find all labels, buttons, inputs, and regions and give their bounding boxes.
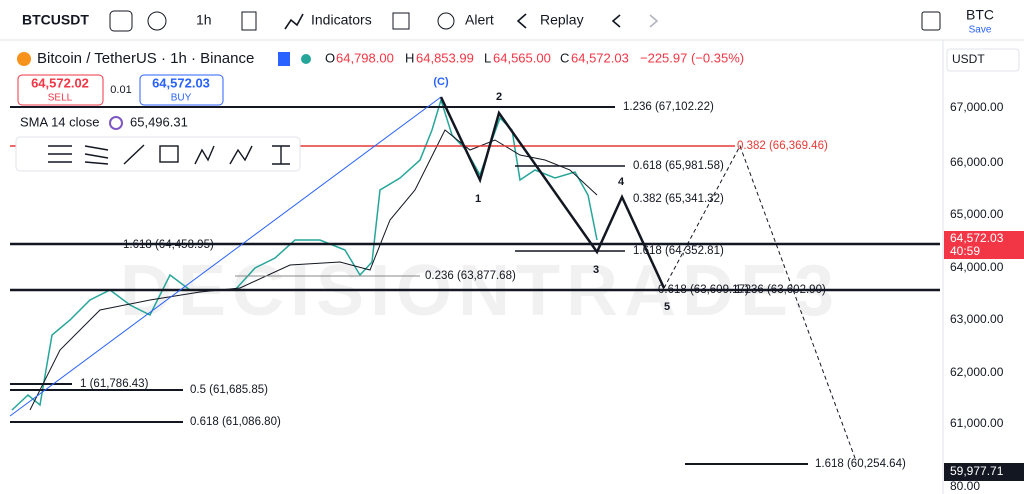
replay-button[interactable]: Replay: [540, 12, 584, 28]
buy-button[interactable]: [139, 74, 224, 106]
interval[interactable]: 1h: [196, 12, 212, 28]
price-tick-label: 65,000.00: [950, 207, 1004, 221]
legend-title: Bitcoin / TetherUS · 1h · Binance: [37, 50, 254, 67]
indicator-name: SMA 14 close: [20, 114, 100, 129]
fib-label: 0.618 (65,981.58): [633, 160, 724, 172]
fib-label: 1.618 (64,458.95): [123, 239, 214, 251]
wave-path: [439, 96, 666, 289]
indicator-value: 65,496.31: [130, 114, 188, 129]
fib-label: 0.618 (63,609.17): [658, 284, 749, 296]
current-price: 64,572.03: [950, 231, 1004, 245]
currency[interactable]: USDT: [952, 52, 985, 66]
indicator-icon[interactable]: [109, 116, 123, 130]
sell-price[interactable]: 64,572.02: [31, 75, 89, 90]
redo-button[interactable]: [649, 14, 659, 28]
fib-labels: 1.236 (67,102.22) 0.382 (66,369.46) 0.618 …: [80, 101, 906, 470]
price-tick-label: 61,000.00: [950, 416, 1004, 430]
wave-label: (C): [433, 76, 449, 88]
price-tick-label: 64,000.00: [950, 260, 1004, 274]
templates-button[interactable]: [392, 12, 410, 30]
undo-button[interactable]: [611, 14, 621, 28]
price-tick-label: 62,000.00: [950, 365, 1004, 379]
price-tick-label: 66,000.00: [950, 155, 1004, 169]
ohlc-low: 64,565.00: [493, 50, 551, 65]
alert-icon[interactable]: [437, 12, 455, 30]
buy-price[interactable]: 64,572.03: [152, 75, 210, 90]
sell-label[interactable]: SELL: [48, 93, 73, 104]
price-tick-label: 80.00: [950, 479, 980, 493]
wave-labels: (C) 2 1 3 4 5: [433, 76, 670, 313]
fib-label: 0.382 (65,341.32): [633, 193, 724, 205]
fib-label: 0.5 (61,685.85): [190, 384, 268, 396]
ohlc-o-key: O: [325, 50, 335, 65]
symbol-icon[interactable]: [109, 10, 133, 32]
sma-line: [29, 129, 598, 411]
fib-label: 0.236 (63,877.68): [425, 270, 516, 282]
layout-button[interactable]: [921, 11, 941, 31]
status-dot: [301, 54, 311, 64]
buy-label[interactable]: BUY: [171, 93, 192, 104]
spread: 0.01: [110, 84, 131, 96]
fib-label: 1.618 (64,352.81): [633, 245, 724, 257]
indicators-icon[interactable]: [284, 13, 304, 30]
tool-hlines[interactable]: [48, 145, 72, 163]
compare-button[interactable]: [147, 11, 167, 31]
fib-label: 1.618 (60,254.64): [815, 458, 906, 470]
wave-label: 1: [475, 193, 481, 205]
indicators-button[interactable]: Indicators: [311, 12, 372, 28]
fib-label: 1.236 (63,602.90): [735, 284, 826, 296]
tool-rect[interactable]: [159, 145, 179, 163]
wave-label: 5: [664, 301, 670, 313]
sell-button[interactable]: [17, 74, 104, 106]
wave-label: 3: [593, 264, 599, 276]
tool-trendline[interactable]: [123, 144, 145, 165]
symbol[interactable]: BTCUSDT: [22, 12, 89, 28]
ohlc-c-key: C: [560, 50, 569, 65]
price-tick-label: 67,000.00: [950, 100, 1004, 114]
price-tick-label: 63,000.00: [950, 312, 1004, 326]
currency-box[interactable]: [946, 48, 1020, 72]
trend-line: [9, 96, 442, 417]
wave-label: 4: [618, 176, 625, 188]
coin-icon: [17, 52, 31, 66]
ohlc-high: 64,853.99: [416, 50, 474, 65]
tool-channel[interactable]: [84, 145, 109, 165]
ohlc-change: −225.97 (−0.35%): [640, 50, 744, 65]
wave-label: 2: [496, 91, 502, 103]
chart-type-button[interactable]: [241, 11, 257, 31]
tool-wave[interactable]: [194, 145, 215, 165]
marker-tag: [944, 463, 1024, 481]
flag-icon[interactable]: [278, 52, 290, 66]
fib-label: 0.382 (66,369.46): [737, 140, 828, 152]
ohlc-h-key: H: [405, 50, 414, 65]
marker-price: 59,977.71: [950, 464, 1004, 478]
ohlc-l-key: L: [484, 50, 491, 65]
replay-icon[interactable]: [516, 13, 527, 29]
tool-measure[interactable]: [272, 145, 290, 165]
alert-button[interactable]: Alert: [465, 12, 494, 28]
fib-label: 1.236 (67,102.22): [623, 101, 714, 113]
ohlc-open: 64,798.00: [336, 50, 394, 65]
toolbar: [0, 0, 1024, 40]
current-price-tag: [944, 231, 1024, 259]
fib-label: 1 (61,786.43): [80, 378, 149, 390]
tool-abc[interactable]: [229, 145, 253, 165]
ohlc-close: 64,572.03: [571, 50, 629, 65]
projection-path: [663, 144, 856, 459]
layout-name: BTC: [966, 7, 994, 23]
price-ticks: 67,000.00 66,000.00 65,000.00 64,000.00 63,0…: [950, 100, 1004, 493]
fib-label: 0.618 (61,086.80): [190, 416, 281, 428]
save-button[interactable]: Save: [969, 25, 992, 36]
countdown: 40:59: [950, 244, 980, 258]
